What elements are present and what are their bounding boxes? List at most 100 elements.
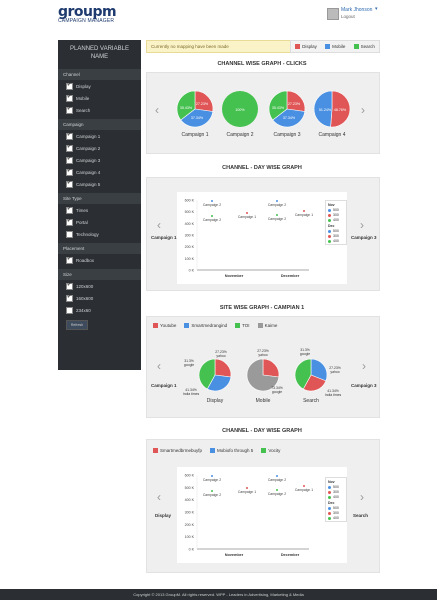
sidebar-filter-item[interactable]: Campaign 1 (58, 130, 141, 142)
campaign-pie-slice[interactable] (330, 90, 351, 128)
scatter-point[interactable] (276, 214, 278, 216)
campaign-pie-slice[interactable] (194, 90, 214, 112)
site-pie-slice[interactable] (214, 358, 232, 378)
campaign-pie-slice[interactable] (176, 90, 196, 121)
sidebar-filter-item[interactable]: Mobile (58, 92, 141, 104)
sidebar-section-title: Channel (58, 69, 141, 80)
prev-arrow-icon[interactable]: ‹ (157, 218, 161, 232)
sidebar-filter-item[interactable]: Search (58, 104, 141, 116)
sidebar-filter-item[interactable]: Roadbox (58, 254, 141, 266)
sidebar-filter-item[interactable]: Campaign 3 (58, 154, 141, 166)
next-arrow-icon[interactable]: › (362, 359, 366, 373)
site-pie-slice[interactable] (294, 358, 312, 390)
checkbox[interactable] (66, 94, 73, 102)
checkbox[interactable] (66, 306, 73, 314)
legend-toi[interactable]: TOI (235, 323, 250, 329)
checkbox[interactable] (66, 206, 73, 214)
sidebar-filter-item[interactable]: Campaign 4 (58, 166, 141, 178)
sidebar-filter-item[interactable]: 120x600 (58, 280, 141, 292)
chart-legend: Nov 500 300 400 Dec 500 300 400 (325, 200, 347, 245)
scatter-point[interactable] (211, 200, 213, 202)
scatter-point[interactable] (246, 212, 248, 214)
x-tick-label: December (281, 553, 300, 557)
checkbox[interactable] (66, 132, 73, 140)
legend-mobile[interactable]: Mobile (325, 44, 345, 50)
sidebar-filter-item[interactable]: Campaign 2 (58, 142, 141, 154)
checkbox[interactable] (66, 144, 73, 152)
legend-dec-title: Dec (328, 224, 335, 228)
legend-vendor-2[interactable]: Mobiofo through 5 (210, 448, 253, 454)
site-pie-slice[interactable] (198, 358, 216, 390)
y-tick-label: 300 K (185, 511, 195, 515)
scatter-point[interactable] (246, 487, 248, 489)
checkbox[interactable] (66, 218, 73, 226)
y-tick-label: 300 K (185, 234, 195, 238)
pie-percent-label: 37.34% (283, 116, 296, 120)
site-pie-slice[interactable] (310, 358, 328, 382)
filter-label: Portal (76, 219, 88, 225)
next-arrow-icon[interactable]: › (360, 218, 364, 232)
prev-arrow-icon[interactable]: ‹ (155, 103, 159, 117)
channel-clicks-panel: ‹ › 27.23% 37.34% 35.43% Campaign 1 100% Camp… (146, 72, 380, 154)
sidebar-filter-item[interactable]: Times (58, 204, 141, 216)
refresh-button[interactable]: Refresh (66, 320, 88, 330)
pie-percent-label: 37.34% (191, 116, 204, 120)
checkbox[interactable] (66, 168, 73, 176)
campaign-pie-slice[interactable] (313, 90, 333, 128)
checkbox[interactable] (66, 180, 73, 188)
next-arrow-icon[interactable]: › (361, 103, 365, 117)
legend-youtube[interactable]: Youtube (153, 323, 176, 329)
x-tick-label: November (225, 553, 244, 557)
scatter-point[interactable] (276, 489, 278, 491)
y-tick-label: 600 K (185, 199, 195, 203)
next-arrow-icon[interactable]: › (360, 490, 364, 504)
logo: groupm (58, 4, 117, 20)
scatter-point[interactable] (276, 475, 278, 477)
checkbox[interactable] (66, 106, 73, 114)
sidebar-filter-item[interactable]: 234x60 (58, 304, 141, 316)
scatter-point[interactable] (211, 215, 213, 217)
scatter-point[interactable] (211, 475, 213, 477)
sidebar-filter-item[interactable]: Technology (58, 228, 141, 240)
site-pie-annotation: yahoo (258, 353, 267, 357)
scatter-chart-svg-2: 600 K 500 K 400 K 300 K 200 K 100 K 0 K Novembe… (185, 474, 314, 558)
logout-link[interactable]: Logout (341, 14, 355, 19)
y-tick-label: 600 K (185, 474, 195, 478)
legend-vendor-1[interactable]: Smartmedbrmebuyfp (153, 448, 202, 454)
sidebar-filter-item[interactable]: 160x600 (58, 292, 141, 304)
campaign-pie-slice[interactable] (272, 108, 306, 128)
legend-smartmedrangind[interactable]: Smartmedrangind (184, 323, 227, 329)
prev-arrow-icon[interactable]: ‹ (157, 359, 161, 373)
scatter-point[interactable] (276, 200, 278, 202)
checkbox[interactable] (66, 156, 73, 164)
user-name[interactable]: Mark Jhonson (341, 7, 373, 13)
campaign-pie-slice[interactable] (286, 90, 306, 112)
campaign-pie-slice[interactable] (222, 91, 258, 127)
y-tick-label: 500 K (185, 210, 195, 214)
avatar[interactable] (327, 8, 339, 20)
legend-kaime[interactable]: Kaime (257, 323, 277, 329)
point-label: Campaign 2 (203, 478, 221, 482)
point-label: Campaign 2 (268, 217, 286, 221)
checkbox[interactable] (66, 282, 73, 290)
legend-search[interactable]: Search (353, 44, 375, 50)
campaign-pie-slice[interactable] (180, 108, 214, 128)
prev-arrow-icon[interactable]: ‹ (157, 490, 161, 504)
checkbox[interactable] (66, 230, 73, 238)
chevron-down-icon[interactable]: ▾ (375, 6, 378, 12)
scatter-point[interactable] (303, 485, 305, 487)
checkbox[interactable] (66, 256, 73, 264)
sidebar-filter-item[interactable]: Campaign 5 (58, 178, 141, 190)
scatter-point[interactable] (211, 490, 213, 492)
sidebar-filter-item[interactable]: Display (58, 80, 141, 92)
sidebar-filter-item[interactable]: Portal (58, 216, 141, 228)
site-pie-slice[interactable] (246, 358, 280, 392)
scatter-point[interactable] (303, 210, 305, 212)
site-pie-slice[interactable] (206, 374, 232, 392)
legend-vendor-3[interactable]: Vocity (261, 448, 280, 454)
site-pie-slice[interactable] (262, 358, 280, 378)
campaign-pie-slice[interactable] (268, 90, 288, 121)
legend-display[interactable]: Display (295, 44, 317, 50)
checkbox[interactable] (66, 294, 73, 302)
checkbox[interactable] (66, 82, 73, 90)
